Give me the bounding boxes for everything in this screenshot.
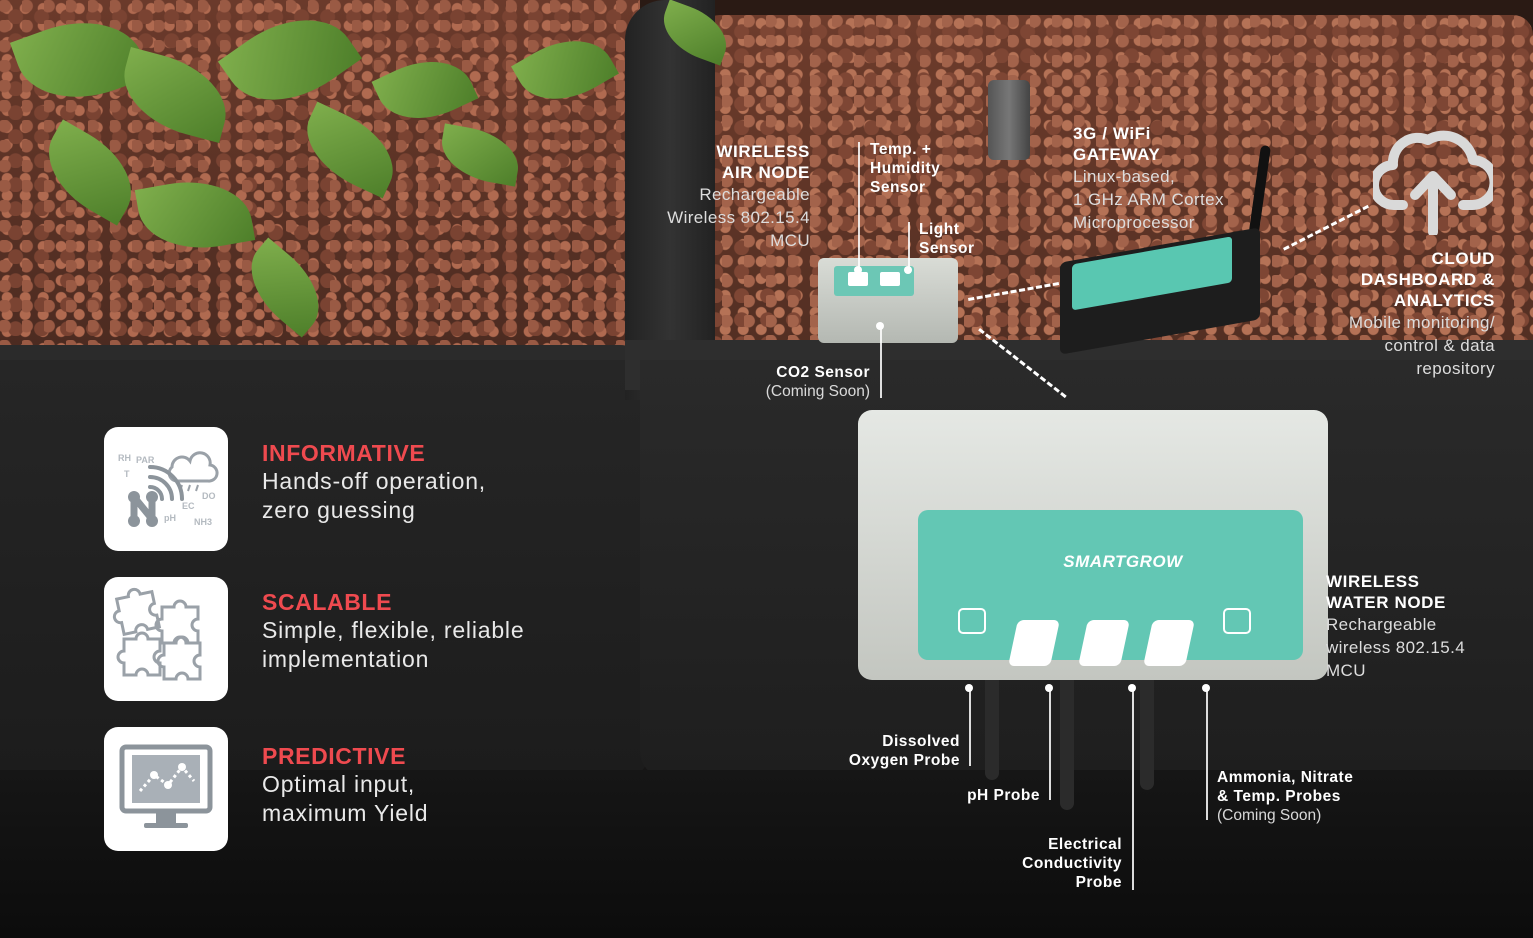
probe-cable	[1060, 670, 1074, 810]
temp-sensor-callout: Temp. + Humidity Sensor	[870, 141, 941, 196]
brand-logo: SMARTGROW	[1063, 552, 1183, 571]
ph-probe-line	[1049, 688, 1051, 800]
gateway-callout: 3G / WiFi GATEWAY Linux-based, 1 GHz ARM…	[1073, 124, 1224, 232]
sensor-network-icon: RH PAR T DO EC pH NH3	[118, 451, 219, 527]
cloud-upload-icon	[1373, 130, 1493, 235]
temp-sensor-line	[858, 142, 860, 270]
puzzle-icon	[112, 587, 202, 681]
do-probe-callout: Dissolved Oxygen Probe	[848, 733, 960, 769]
svg-text:pH: pH	[164, 513, 176, 523]
ammonia-probe-line	[1206, 688, 1208, 820]
svg-text:NH3: NH3	[194, 517, 212, 527]
temp-sensor-dot	[854, 266, 862, 274]
drop-icon	[1078, 620, 1130, 666]
bolt-icon	[1008, 620, 1060, 666]
svg-text:DO: DO	[202, 491, 216, 501]
co2-sensor-callout: CO2 Sensor (Coming Soon)	[765, 364, 870, 400]
fish-tank	[0, 770, 1533, 938]
svg-text:T: T	[124, 469, 130, 479]
overflow-pipe	[988, 80, 1030, 160]
scalable-tile	[104, 577, 228, 701]
air-node-callout: WIRELESS AIR NODE Rechargeable Wireless …	[667, 142, 810, 250]
air-node-device	[818, 258, 958, 343]
svg-text:EC: EC	[182, 501, 195, 511]
cloud-callout: CLOUD DASHBOARD & ANALYTICS Mobile monit…	[1348, 249, 1495, 378]
ec-probe-line	[1132, 688, 1134, 890]
svg-text:PAR: PAR	[136, 455, 155, 465]
informative-feature: INFORMATIVE Hands-off operation, zero gu…	[262, 440, 486, 523]
probe-cable	[985, 670, 999, 780]
ec-probe-callout: Electrical Conductivity Probe	[1022, 836, 1122, 891]
fish-icon	[1143, 620, 1195, 666]
light-sensor-dot	[904, 266, 912, 274]
water-node-device: SMARTGROW	[858, 410, 1328, 680]
tray-right-wall	[625, 0, 715, 400]
probe-cable	[1140, 670, 1154, 790]
predictive-feature: PREDICTIVE Optimal input, maximum Yield	[262, 743, 429, 826]
informative-tile: RH PAR T DO EC pH NH3	[104, 427, 228, 551]
thermometer-icon	[1223, 608, 1251, 634]
power-icon	[958, 608, 986, 634]
do-probe-line	[969, 688, 971, 766]
light-sensor-callout: Light Sensor	[919, 221, 975, 257]
ammonia-probe-callout: Ammonia, Nitrate & Temp. Probes (Coming …	[1217, 769, 1354, 824]
predictive-tile	[104, 727, 228, 851]
light-sensor-line	[908, 222, 910, 270]
tray-left	[0, 360, 650, 780]
monitor-chart-icon	[119, 744, 213, 828]
scalable-feature: SCALABLE Simple, flexible, reliable impl…	[262, 589, 525, 672]
water-node-callout: WIRELESS WATER NODE Rechargeable wireles…	[1326, 572, 1466, 680]
ph-probe-callout: pH Probe	[967, 787, 1040, 804]
co2-sensor-line	[880, 326, 882, 398]
svg-text:RH: RH	[118, 453, 131, 463]
